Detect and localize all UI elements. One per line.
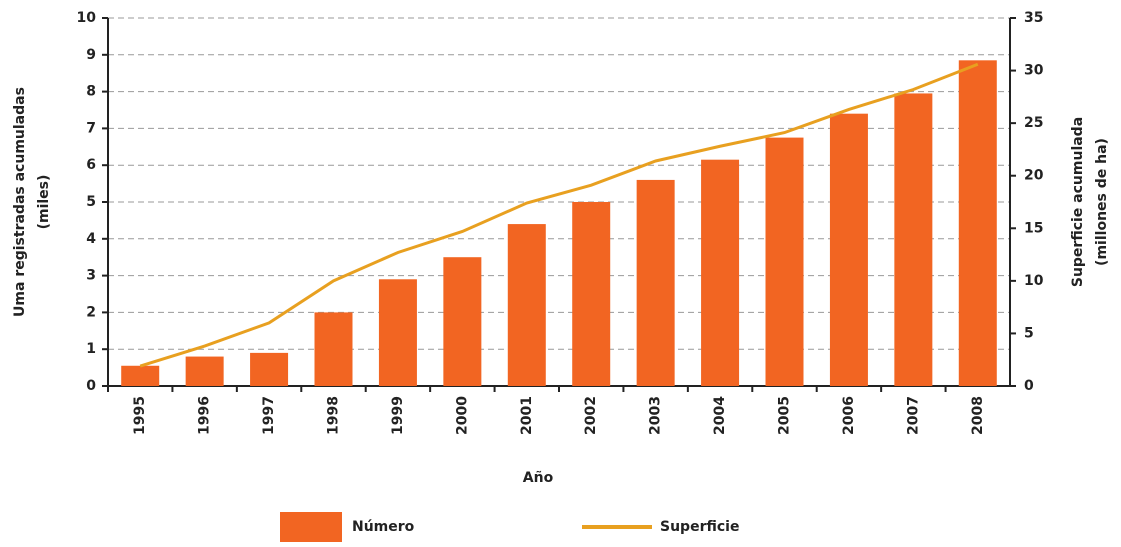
- y2-axis-label: Superficie acumulada: [1070, 117, 1086, 287]
- bar: [314, 312, 353, 386]
- bar: [765, 137, 804, 386]
- x-tick-label: 2006: [841, 396, 857, 435]
- y2-tick-label: 30: [1024, 63, 1044, 79]
- y-tick-label: 5: [86, 194, 96, 210]
- bar: [701, 159, 740, 386]
- x-axis-label: Año: [523, 470, 554, 486]
- bar: [443, 257, 482, 386]
- line: [139, 62, 979, 368]
- x-tick-label: 2005: [777, 396, 793, 435]
- x-tick-label: 2008: [970, 396, 986, 435]
- bar: [572, 202, 611, 386]
- bar: [378, 279, 417, 386]
- x-tick-label: 1999: [390, 396, 406, 435]
- y-tick-label: 10: [77, 10, 97, 26]
- x-tick-label: 1995: [132, 396, 148, 435]
- x-tick-label: 2002: [583, 396, 599, 435]
- legend-swatch: [280, 512, 342, 542]
- bar: [894, 93, 933, 386]
- legend-label: Número: [352, 519, 415, 535]
- y-tick-label: 8: [86, 84, 96, 100]
- x-tick-label: 1996: [197, 396, 213, 435]
- y2-tick-label: 10: [1024, 273, 1044, 289]
- y-axis-label: (miles): [36, 175, 52, 230]
- x-tick-label: 2007: [905, 396, 921, 435]
- bar: [636, 179, 675, 386]
- bar: [121, 365, 160, 386]
- legend-label: Superficie: [660, 519, 739, 535]
- x-tick-label: 2000: [454, 396, 470, 435]
- x-tick-label: 2004: [712, 396, 728, 435]
- y2-tick-label: 35: [1024, 10, 1043, 26]
- y-tick-label: 0: [86, 378, 96, 394]
- y-tick-label: 2: [86, 304, 96, 320]
- bar: [507, 224, 546, 386]
- y-tick-label: 6: [86, 157, 96, 173]
- y-tick-label: 3: [86, 268, 96, 284]
- bar: [185, 356, 224, 386]
- y-tick-label: 9: [86, 47, 96, 63]
- x-tick-label: 2001: [519, 396, 535, 435]
- bar: [250, 352, 289, 386]
- bar: [829, 113, 868, 387]
- x-tick-label: 1997: [261, 396, 277, 435]
- x-tick-label: 1998: [326, 396, 342, 435]
- y-tick-label: 7: [86, 120, 96, 136]
- y2-tick-label: 25: [1024, 115, 1043, 131]
- y2-tick-label: 20: [1024, 168, 1044, 184]
- bar: [958, 60, 997, 386]
- y2-tick-label: 5: [1024, 325, 1034, 341]
- y-axis-label: Uma registradas acumuladas: [12, 87, 28, 317]
- y2-tick-label: 0: [1024, 378, 1034, 394]
- x-tick-label: 2003: [648, 396, 664, 435]
- y2-tick-label: 15: [1024, 220, 1043, 236]
- y-tick-label: 4: [86, 231, 96, 247]
- y-tick-label: 1: [86, 341, 96, 357]
- y2-axis-label: (millones de ha): [1094, 138, 1110, 266]
